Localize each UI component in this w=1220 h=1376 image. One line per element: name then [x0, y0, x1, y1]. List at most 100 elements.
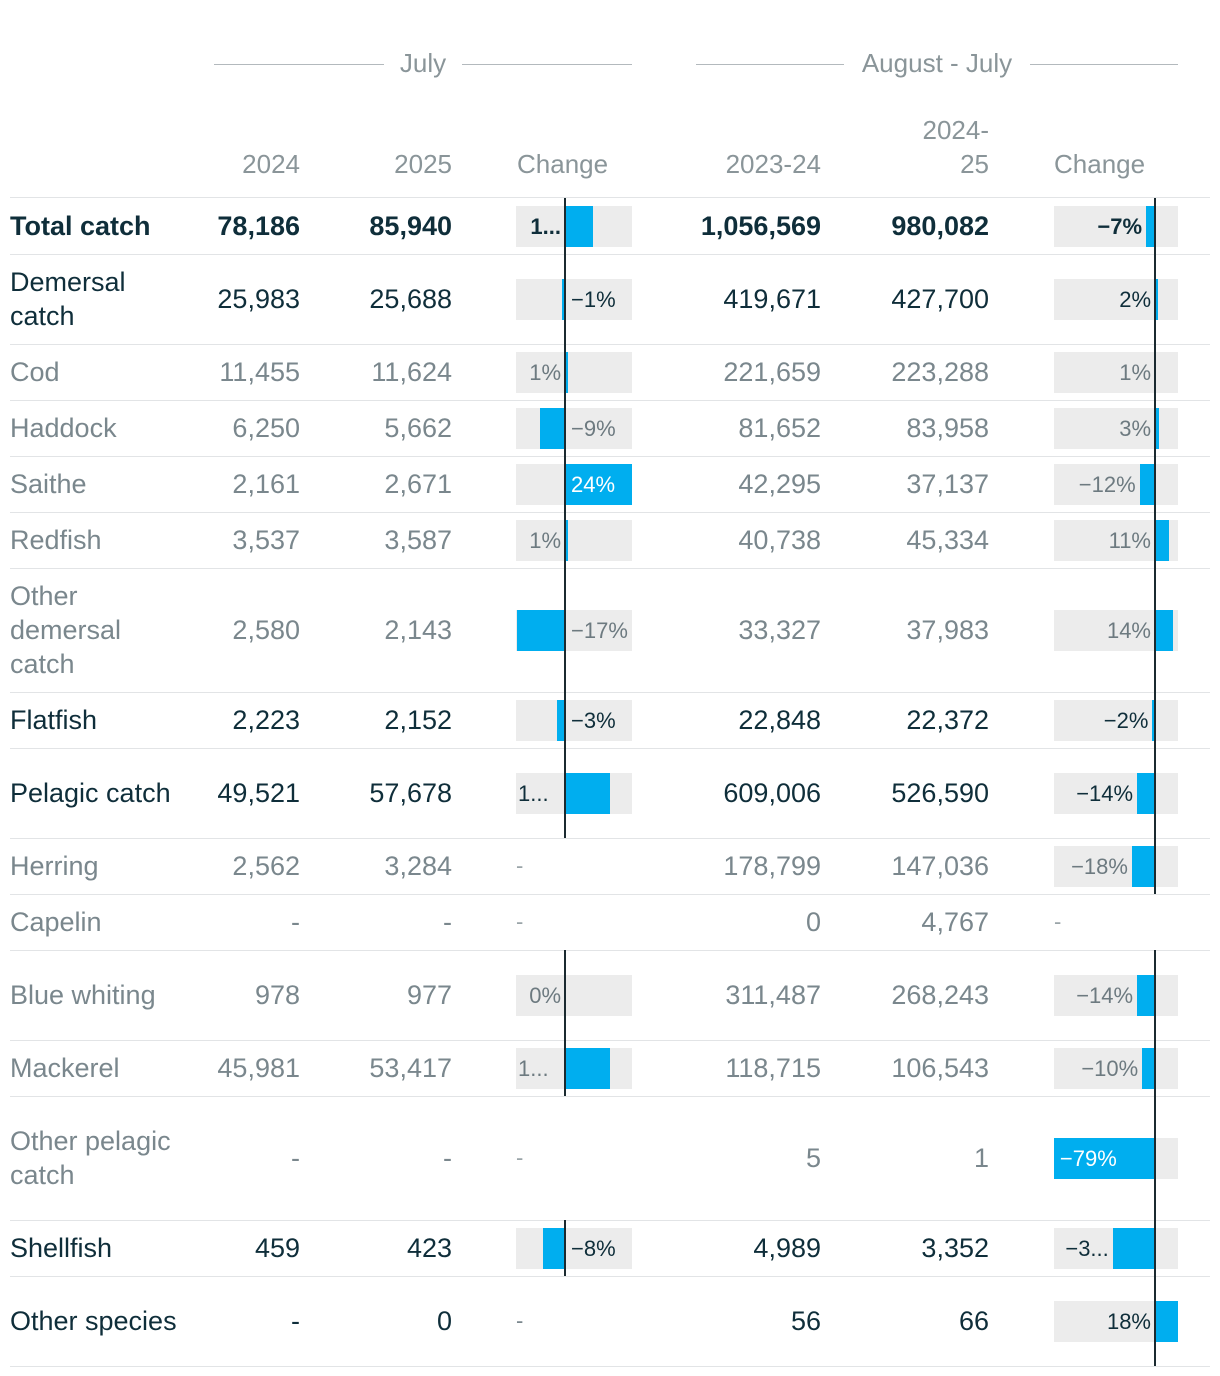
aug-july-change-track	[1054, 206, 1178, 247]
july-change-bar	[556, 700, 565, 741]
row-divider	[10, 568, 1210, 569]
aug-july-change-bar	[1137, 975, 1155, 1016]
july-change-label: 1...	[518, 781, 549, 806]
table-row: Haddock 6,250 5,662 81,652 83,958 −9% 3%	[0, 400, 1220, 456]
value-2024: 6,250	[232, 412, 300, 443]
value-2023-24: 22,848	[738, 704, 821, 735]
aug-july-change-track	[1054, 1048, 1178, 1089]
aug-july-change-zero-line	[1154, 568, 1156, 692]
value-2024: 2,580	[232, 614, 300, 645]
value-2024: 78,186	[217, 210, 300, 241]
value-2023-24: 311,487	[725, 979, 821, 1010]
aug-july-change-label: −2%	[1103, 708, 1149, 733]
july-change-zero-line	[564, 400, 566, 456]
aug-july-change-bar	[1053, 1138, 1155, 1179]
row-name: Haddock	[10, 413, 117, 443]
aug-july-change-zero-line	[1154, 1096, 1156, 1220]
aug-july-change-label: 1%	[1119, 360, 1151, 385]
aug-july-change-bar	[1155, 279, 1158, 320]
aug-july-change: 2%	[1054, 254, 1178, 344]
july-change: 0%	[516, 950, 632, 1040]
aug-july-change-zero-line	[1154, 950, 1156, 1040]
july-change-zero-line	[564, 344, 566, 400]
row-name: Other pelagic catch	[10, 1126, 171, 1190]
july-change-empty: -	[516, 853, 524, 878]
value-2024-25: 223,288	[891, 356, 989, 387]
row-name: Pelagic catch	[10, 778, 171, 808]
aug-july-change: −2%	[1054, 692, 1178, 748]
aug-july-change-label: −14%	[1076, 781, 1134, 806]
aug-july-change-label: 2%	[1119, 287, 1151, 312]
table-row: Other demersal catch 2,580 2,143 33,327 37,9…	[0, 568, 1220, 692]
value-2023-24: 81,652	[738, 412, 821, 443]
row-name: Redfish	[10, 525, 102, 555]
aug-july-change-bar	[1155, 610, 1173, 651]
aug-july-change-track	[1054, 846, 1178, 887]
value-2023-24: 4,989	[753, 1232, 821, 1263]
value-2025: 3,284	[384, 850, 452, 881]
row-name: Mackerel	[10, 1053, 120, 1083]
july-change: 1%	[516, 344, 632, 400]
value-2024: -	[291, 1142, 300, 1173]
july-change: 1%	[516, 512, 632, 568]
value-2024-25: 427,700	[891, 283, 989, 314]
table-row: Herring 2,562 3,284 178,799 147,036 - −18%	[0, 838, 1220, 894]
table-row: Shellfish 459 423 4,989 3,352 −8% −3...	[0, 1220, 1220, 1276]
aug-july-change: −12%	[1054, 456, 1178, 512]
row-name: Saithe	[10, 469, 87, 499]
july-change-zero-line	[564, 1220, 566, 1276]
value-2024-25: 268,243	[891, 979, 989, 1010]
header-aug-july-group: August - July	[696, 46, 1178, 82]
row-divider	[10, 512, 1210, 513]
july-change-bar	[565, 206, 593, 247]
value-2023-24: 118,715	[725, 1052, 821, 1083]
value-2024-25: 37,983	[906, 614, 989, 645]
july-change-label: 0%	[529, 983, 561, 1008]
aug-july-change-bar	[1142, 1048, 1155, 1089]
value-2023-24: 33,327	[738, 614, 821, 645]
row-divider	[10, 400, 1210, 401]
aug-july-change-label: 14%	[1106, 618, 1151, 643]
row-divider	[10, 254, 1210, 255]
table-row: Capelin - - 0 4,767 - -	[0, 894, 1220, 950]
aug-july-change-track	[1054, 700, 1178, 741]
value-2024-25: 980,082	[891, 210, 989, 241]
table-row: Saithe 2,161 2,671 42,295 37,137 24% −12%	[0, 456, 1220, 512]
july-change: 1...	[516, 748, 632, 838]
july-change-label: −3%	[571, 708, 616, 733]
aug-july-change-track	[1054, 279, 1178, 320]
row-name: Total catch	[10, 211, 151, 241]
july-change-bar	[562, 279, 565, 320]
aug-july-change-bar	[1155, 520, 1170, 561]
aug-july-change-label: −10%	[1081, 1056, 1139, 1081]
aug-july-change-zero-line	[1154, 512, 1156, 568]
value-2023-24: 0	[805, 906, 821, 937]
value-2025: 11,624	[371, 356, 452, 387]
july-change-label: −9%	[571, 416, 616, 441]
july-change-bar	[565, 1048, 610, 1089]
aug-july-change-track	[1054, 352, 1178, 393]
july-change-label: −17%	[571, 618, 628, 643]
value-2024: 3,537	[232, 524, 300, 555]
aug-july-change: −7%	[1054, 198, 1178, 254]
row-divider	[10, 1366, 1210, 1367]
col-2025: 2025	[394, 149, 452, 179]
value-2023-24: 419,671	[723, 283, 821, 314]
value-2024: 45,981	[217, 1052, 300, 1083]
aug-july-change-zero-line	[1154, 1276, 1156, 1366]
value-2025: 57,678	[369, 777, 452, 808]
value-2025: 85,940	[369, 210, 452, 241]
value-2023-24: 609,006	[723, 777, 821, 808]
july-change: 1...	[516, 198, 632, 254]
col-july-change: Change	[517, 149, 609, 179]
value-2025: 2,143	[384, 614, 452, 645]
aug-july-change: −18%	[1054, 838, 1178, 894]
july-change-zero-line	[564, 950, 566, 1040]
july-change-bar	[539, 408, 565, 449]
table-row: Cod 11,455 11,624 221,659 223,288 1% 1%	[0, 344, 1220, 400]
aug-july-change-empty: -	[1054, 909, 1062, 934]
table-row: Total catch 78,186 85,940 1,056,569 980,082 1…	[0, 198, 1220, 254]
row-divider	[10, 1040, 1210, 1041]
value-2024: -	[291, 1305, 300, 1336]
july-change-label: 1...	[530, 214, 561, 239]
